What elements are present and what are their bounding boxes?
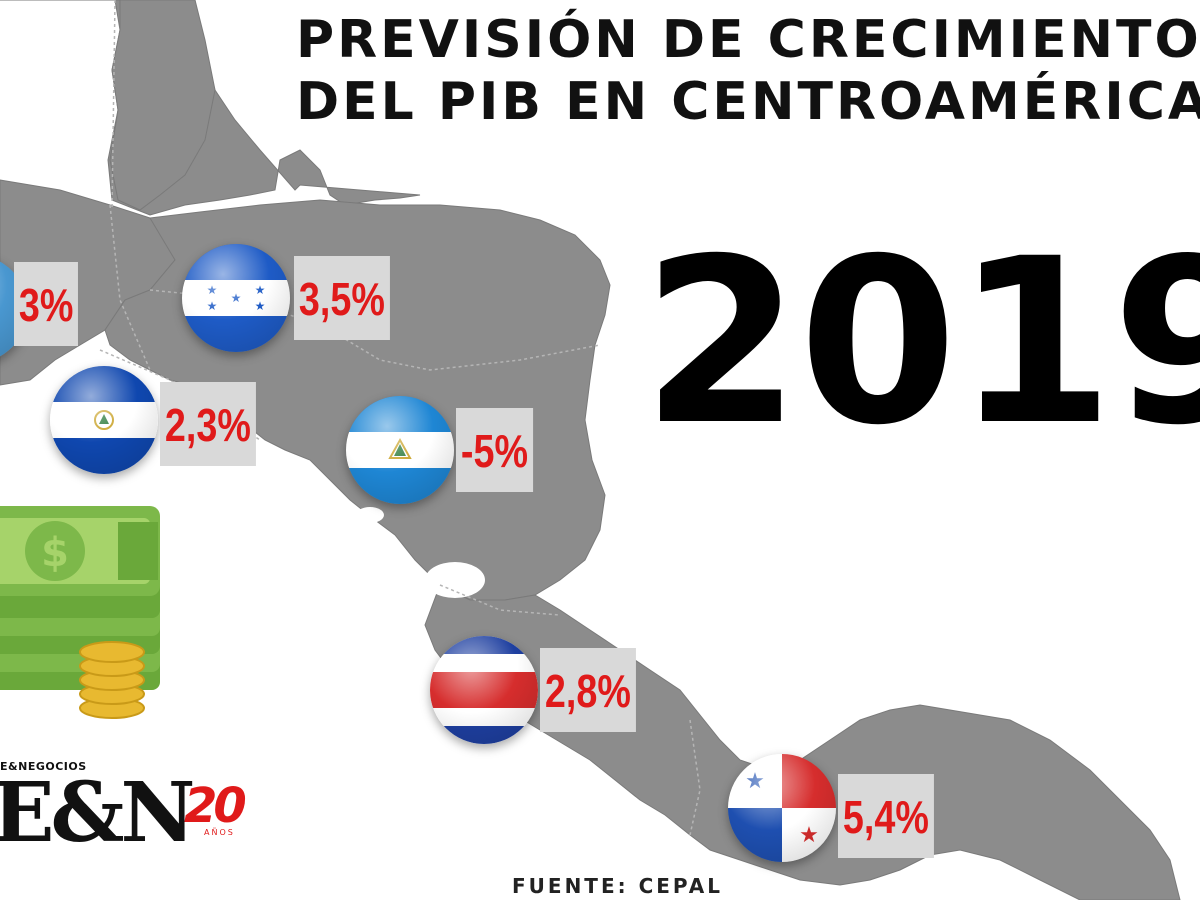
logo-anniversary-sub: AÑOS: [204, 828, 235, 837]
source-credit: FUENTE: CEPAL: [512, 874, 723, 898]
value-panama: 5,4%: [838, 774, 934, 858]
honduras-flag: ★ ★ ★ ★ ★: [182, 244, 290, 352]
value-el-salvador: 2,3%: [160, 382, 256, 466]
yucatan-peninsula: [109, 0, 216, 211]
logo-tagline: E&NEGOCIOS: [0, 760, 87, 773]
costa-rica-flag: [430, 636, 538, 744]
lake-nicaragua: [425, 562, 485, 598]
nicaragua-flag: [346, 396, 454, 504]
logo-anniversary: 20: [184, 778, 247, 834]
panama-flag: ★ ★: [728, 754, 836, 862]
value-honduras: 3,5%: [294, 256, 390, 340]
el-salvador-flag: [50, 366, 158, 474]
title-line-1: PREVISIÓN DE CRECIMIENTO: [296, 10, 1200, 70]
value-costa-rica: 2,8%: [540, 648, 636, 732]
value-nicaragua: -5%: [456, 408, 533, 492]
value-guatemala: 3%: [14, 262, 79, 346]
title-line-2: DEL PIB EN CENTROAMÉRICA: [296, 72, 1200, 132]
logo-brand: E&N: [0, 765, 195, 861]
brand-logo: E&NEGOCIOS E&N 20 AÑOS: [0, 760, 270, 870]
lake-managua: [356, 507, 384, 523]
svg-text:$: $: [41, 530, 69, 576]
year-heading: 2019: [642, 209, 1200, 475]
money-stack-icon: $: [0, 506, 160, 719]
